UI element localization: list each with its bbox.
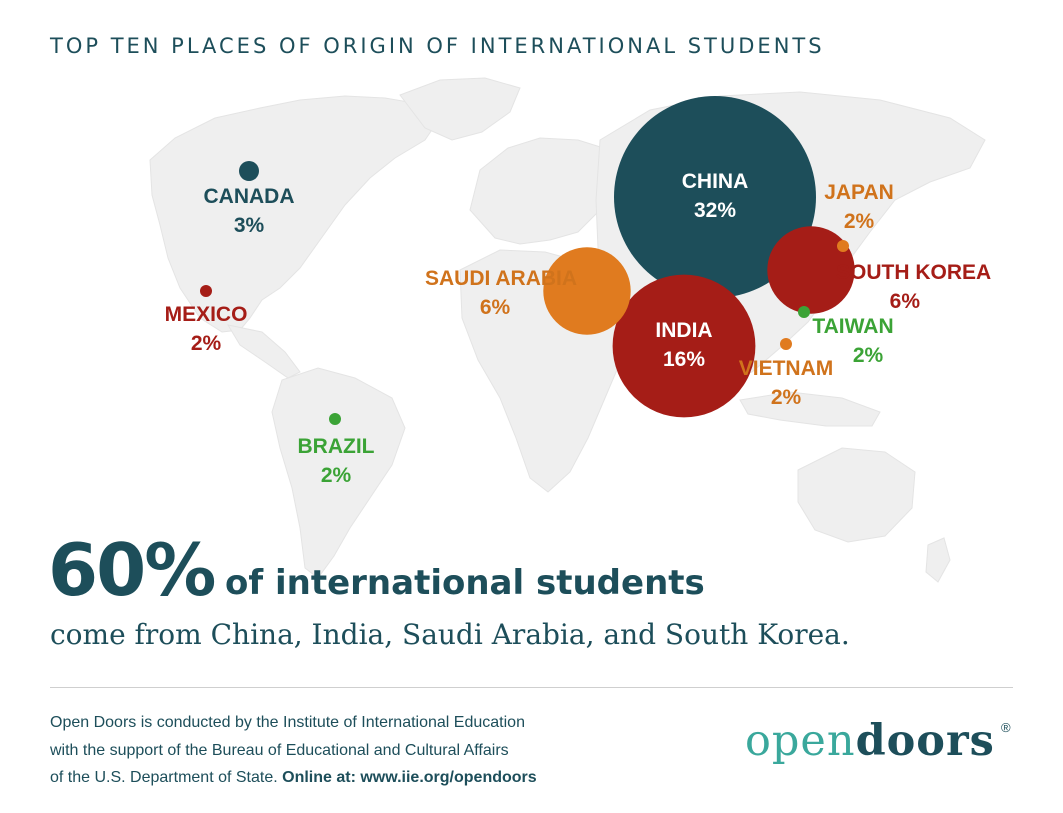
footer-credits: Open Doors is conducted by the Institute… [50,709,610,792]
footer-online-link[interactable]: Online at: www.iie.org/opendoors [282,769,537,786]
label-saudi-arabia: SAUDI ARABIA 6% [425,264,578,322]
landmass-australia [797,447,916,543]
label-mexico-name: MEXICO [164,303,248,326]
footer-line-3-wrap: of the U.S. Department of State. Online … [50,764,610,792]
headline-subtext: come from China, India, Saudi Arabia, an… [50,618,850,651]
bubble-japan [837,240,849,252]
label-vietnam-percent: 2% [770,386,802,409]
landmass-europe [469,137,613,245]
label-japan-name: JAPAN [824,181,894,204]
bubble-brazil [329,413,341,425]
label-taiwan-percent: 2% [852,344,884,367]
label-india-name: INDIA [655,319,713,342]
headline-text: of international students [225,563,705,603]
label-mexico: MEXICO 2% [158,300,254,358]
label-china: CHINA 32% [663,167,767,225]
label-taiwan-name: TAIWAN [812,315,894,338]
bubble-south-korea [767,226,855,314]
bubble-mexico [200,285,212,297]
label-canada-percent: 3% [233,214,265,237]
landmass-central-america [226,324,301,379]
label-mexico-percent: 2% [190,332,222,355]
landmass-north-america [149,95,441,333]
label-brazil-percent: 2% [320,464,352,487]
divider [50,687,1013,688]
bubble-layer [200,96,855,425]
label-japan: JAPAN 2% [818,178,900,236]
label-south-korea: SOUTH KOREA 6% [836,258,992,316]
landmass-new-zealand [925,537,951,583]
label-saudi-arabia-name: SAUDI ARABIA [425,267,578,290]
landmass-south-america [271,367,406,579]
bubble-china [614,96,816,298]
label-brazil-name: BRAZIL [297,435,375,458]
label-india-percent: 16% [662,348,706,371]
footer-line-3: of the U.S. Department of State. [50,769,278,786]
logo-part-open: open [745,716,856,766]
footer-line-2: with the support of the Bureau of Educat… [50,741,509,759]
label-saudi-arabia-percent: 6% [479,296,511,319]
label-taiwan: TAIWAN 2% [809,312,897,370]
bubble-india [612,274,756,418]
label-canada-name: CANADA [203,185,295,208]
bubble-canada [239,161,259,181]
headline-percent: 60% [48,528,216,612]
label-south-korea-percent: 6% [889,290,920,313]
footer-line-1: Open Doors is conducted by the Institute… [50,714,525,731]
label-china-percent: 32% [693,199,737,222]
label-canada: CANADA 3% [199,182,299,240]
logo-part-doors: doors [855,716,995,766]
landmass-southeast-asia-islands [739,391,881,427]
label-brazil: BRAZIL 2% [292,432,380,490]
label-china-name: CHINA [681,170,749,193]
page-title: TOP TEN PLACES OF ORIGIN OF INTERNATIONA… [50,34,825,58]
label-south-korea-name: SOUTH KOREA [836,261,992,284]
label-japan-percent: 2% [843,210,875,233]
landmass-greenland [399,77,521,141]
registered-mark: ® [1001,720,1011,735]
label-vietnam: VIETNAM 2% [737,354,835,412]
label-india: INDIA 16% [634,316,734,374]
bubble-vietnam [780,338,792,350]
label-vietnam-name: VIETNAM [738,357,834,380]
opendoors-logo: opendoors [745,716,995,766]
bubble-taiwan [798,306,810,318]
bubble-saudi-arabia [543,247,631,335]
